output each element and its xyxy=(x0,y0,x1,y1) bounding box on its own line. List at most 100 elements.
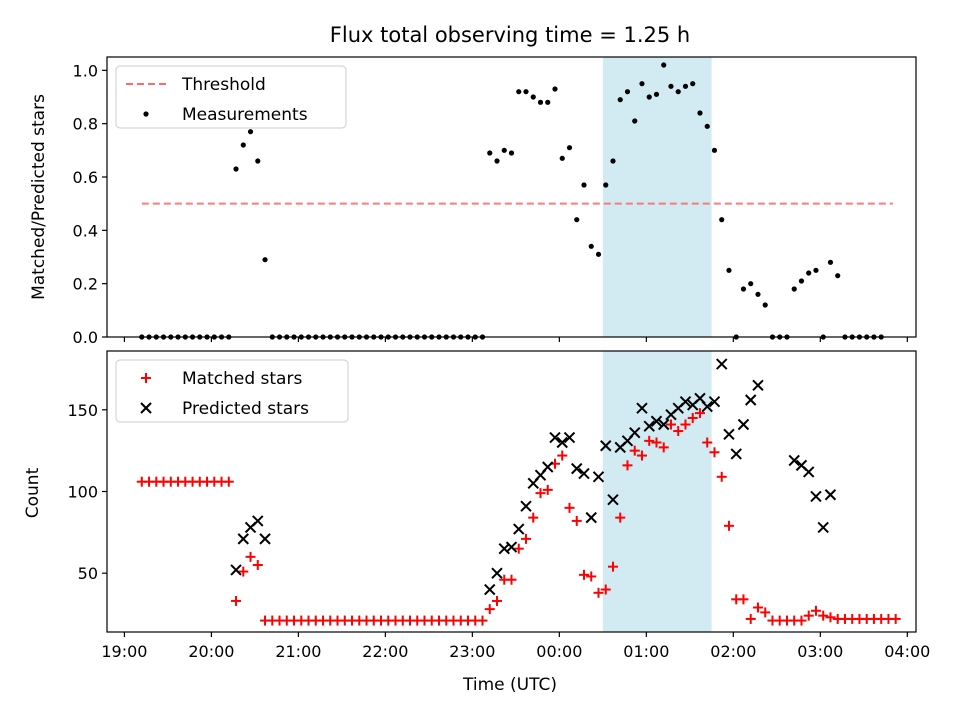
bottom-series-0-point-51 xyxy=(506,574,517,585)
bottom-series-0-point-94 xyxy=(818,610,829,621)
bottom-series-1-point-9 xyxy=(513,523,525,535)
bottom-series-0-point-73 xyxy=(665,419,676,430)
top-y-tick-label-3: 0.6 xyxy=(73,168,98,187)
bottom-series-1-point-22 xyxy=(607,493,619,506)
top-series-0-point-95 xyxy=(827,259,834,265)
top-series-0-point-90 xyxy=(791,286,797,292)
bottom-series-0-point-77 xyxy=(694,408,705,419)
x-tick-label-2: 21:00 xyxy=(275,642,321,661)
top-series-0-point-79 xyxy=(711,147,718,153)
bottom-highlight-band xyxy=(602,351,712,632)
bottom-legend-swatch-0 xyxy=(141,373,151,383)
top-series-0-point-59 xyxy=(566,145,573,151)
bottom-series-1-point-1 xyxy=(237,533,249,545)
top-series-0-point-14 xyxy=(240,142,246,148)
top-plot-frame xyxy=(106,56,917,338)
x-tick-label-4: 23:00 xyxy=(449,642,495,661)
top-y-tick-label-2: 0.4 xyxy=(73,221,98,240)
top-legend-label-1: Measurements xyxy=(182,105,308,125)
bottom-series-1-point-43 xyxy=(788,454,800,467)
bottom-series-0-point-75 xyxy=(680,419,691,430)
bottom-series-0-point-13 xyxy=(231,595,242,606)
top-series-0-point-83 xyxy=(740,286,747,292)
bottom-series-1-point-19 xyxy=(585,511,597,524)
bottom-series-0-point-53 xyxy=(520,533,531,544)
bottom-series-0-point-84 xyxy=(745,613,756,624)
top-series-0-point-51 xyxy=(508,150,515,156)
bottom-series-1-point-6 xyxy=(491,567,503,579)
bottom-series-0-point-78 xyxy=(702,437,713,448)
bottom-series-1-point-15 xyxy=(556,436,568,449)
bottom-series-1-point-14 xyxy=(549,431,561,444)
top-series-0-point-50 xyxy=(501,147,507,153)
top-series-0-point-15 xyxy=(247,129,254,135)
top-series-0-point-86 xyxy=(762,302,768,308)
x-tick-label-5: 00:00 xyxy=(536,642,582,661)
bottom-series-0-point-80 xyxy=(716,471,727,482)
bottom-series-1-point-20 xyxy=(592,471,605,483)
top-series-0-point-66 xyxy=(617,97,623,103)
top-series-0-point-63 xyxy=(595,251,602,257)
x-axis-label: Time (UTC) xyxy=(462,675,557,695)
top-series-0-point-70 xyxy=(646,94,652,100)
bottom-series-0-point-72 xyxy=(658,442,669,453)
bottom-series-0-point-81 xyxy=(723,520,734,531)
top-series-0-point-64 xyxy=(603,182,609,188)
bottom-series-1-point-36 xyxy=(708,395,721,408)
bottom-series-0-point-12 xyxy=(223,476,234,487)
bottom-series-1-point-40 xyxy=(737,418,750,431)
bottom-series-0-point-48 xyxy=(484,604,495,615)
bottom-series-1-point-8 xyxy=(505,541,518,553)
top-legend-swatch-1 xyxy=(143,111,149,117)
bottom-series-1-point-35 xyxy=(701,400,713,413)
top-series-0-point-85 xyxy=(755,291,761,297)
bottom-series-1-point-0 xyxy=(230,564,242,576)
bottom-series-1-point-21 xyxy=(600,440,612,452)
bottom-series-1-point-3 xyxy=(252,515,264,527)
bottom-series-1-point-48 xyxy=(824,489,837,501)
bottom-series-1-point-32 xyxy=(679,395,692,408)
bottom-series-1-point-47 xyxy=(817,521,829,534)
bottom-series-1-point-16 xyxy=(563,431,576,444)
top-y-tick-label-0: 0.0 xyxy=(73,328,98,347)
bottom-series-0-point-70 xyxy=(644,435,655,446)
top-series-0 xyxy=(139,62,884,340)
bottom-series-1-point-13 xyxy=(542,461,554,473)
top-series-0-point-71 xyxy=(653,91,660,97)
top-panel: 0.0 0.2 0.4 0.6 0.8 1.0 Threshold Measurements xyxy=(73,56,917,347)
bottom-series-0-point-79 xyxy=(709,447,720,458)
bottom-series-0 xyxy=(136,408,901,626)
bottom-y-tick-label-1: 100 xyxy=(67,483,98,502)
top-y-axis-label: Matched/Predicted stars xyxy=(29,94,49,300)
bottom-series-0-point-61 xyxy=(578,569,589,580)
top-highlight-band xyxy=(602,57,712,337)
x-tick-label-9: 04:00 xyxy=(884,642,930,661)
top-series-0-point-84 xyxy=(748,281,754,287)
top-legend-box xyxy=(115,65,347,129)
bottom-series-1-point-18 xyxy=(578,467,590,480)
top-series-0-point-76 xyxy=(690,81,696,87)
bottom-series-1-point-28 xyxy=(650,415,663,427)
bottom-series-0-point-15 xyxy=(245,551,256,562)
bottom-series-0-point-91 xyxy=(796,615,807,626)
chart-title: Flux total observing time = 1.25 h xyxy=(330,23,690,47)
top-series-0-point-60 xyxy=(574,217,580,223)
top-series-0-point-55 xyxy=(537,99,544,105)
top-series-0-point-13 xyxy=(233,166,239,172)
top-legend: Threshold Measurements xyxy=(115,65,347,129)
top-series-0-point-16 xyxy=(255,158,261,164)
bottom-series-0-point-63 xyxy=(593,587,604,598)
top-series-0-point-49 xyxy=(494,158,500,164)
bottom-series-1 xyxy=(230,358,837,596)
bottom-series-0-point-49 xyxy=(492,595,503,606)
bottom-series-0-point-74 xyxy=(673,426,684,437)
top-series-0-point-69 xyxy=(639,81,645,87)
bottom-series-0-point-47 xyxy=(477,615,488,626)
bottom-series-0-point-83 xyxy=(738,594,749,605)
top-series-0-point-58 xyxy=(559,155,565,161)
top-series-0-point-91 xyxy=(798,278,805,284)
bottom-series-0-point-86 xyxy=(760,607,771,618)
bottom-series-1-point-26 xyxy=(636,402,648,414)
top-series-0-point-53 xyxy=(523,89,529,95)
